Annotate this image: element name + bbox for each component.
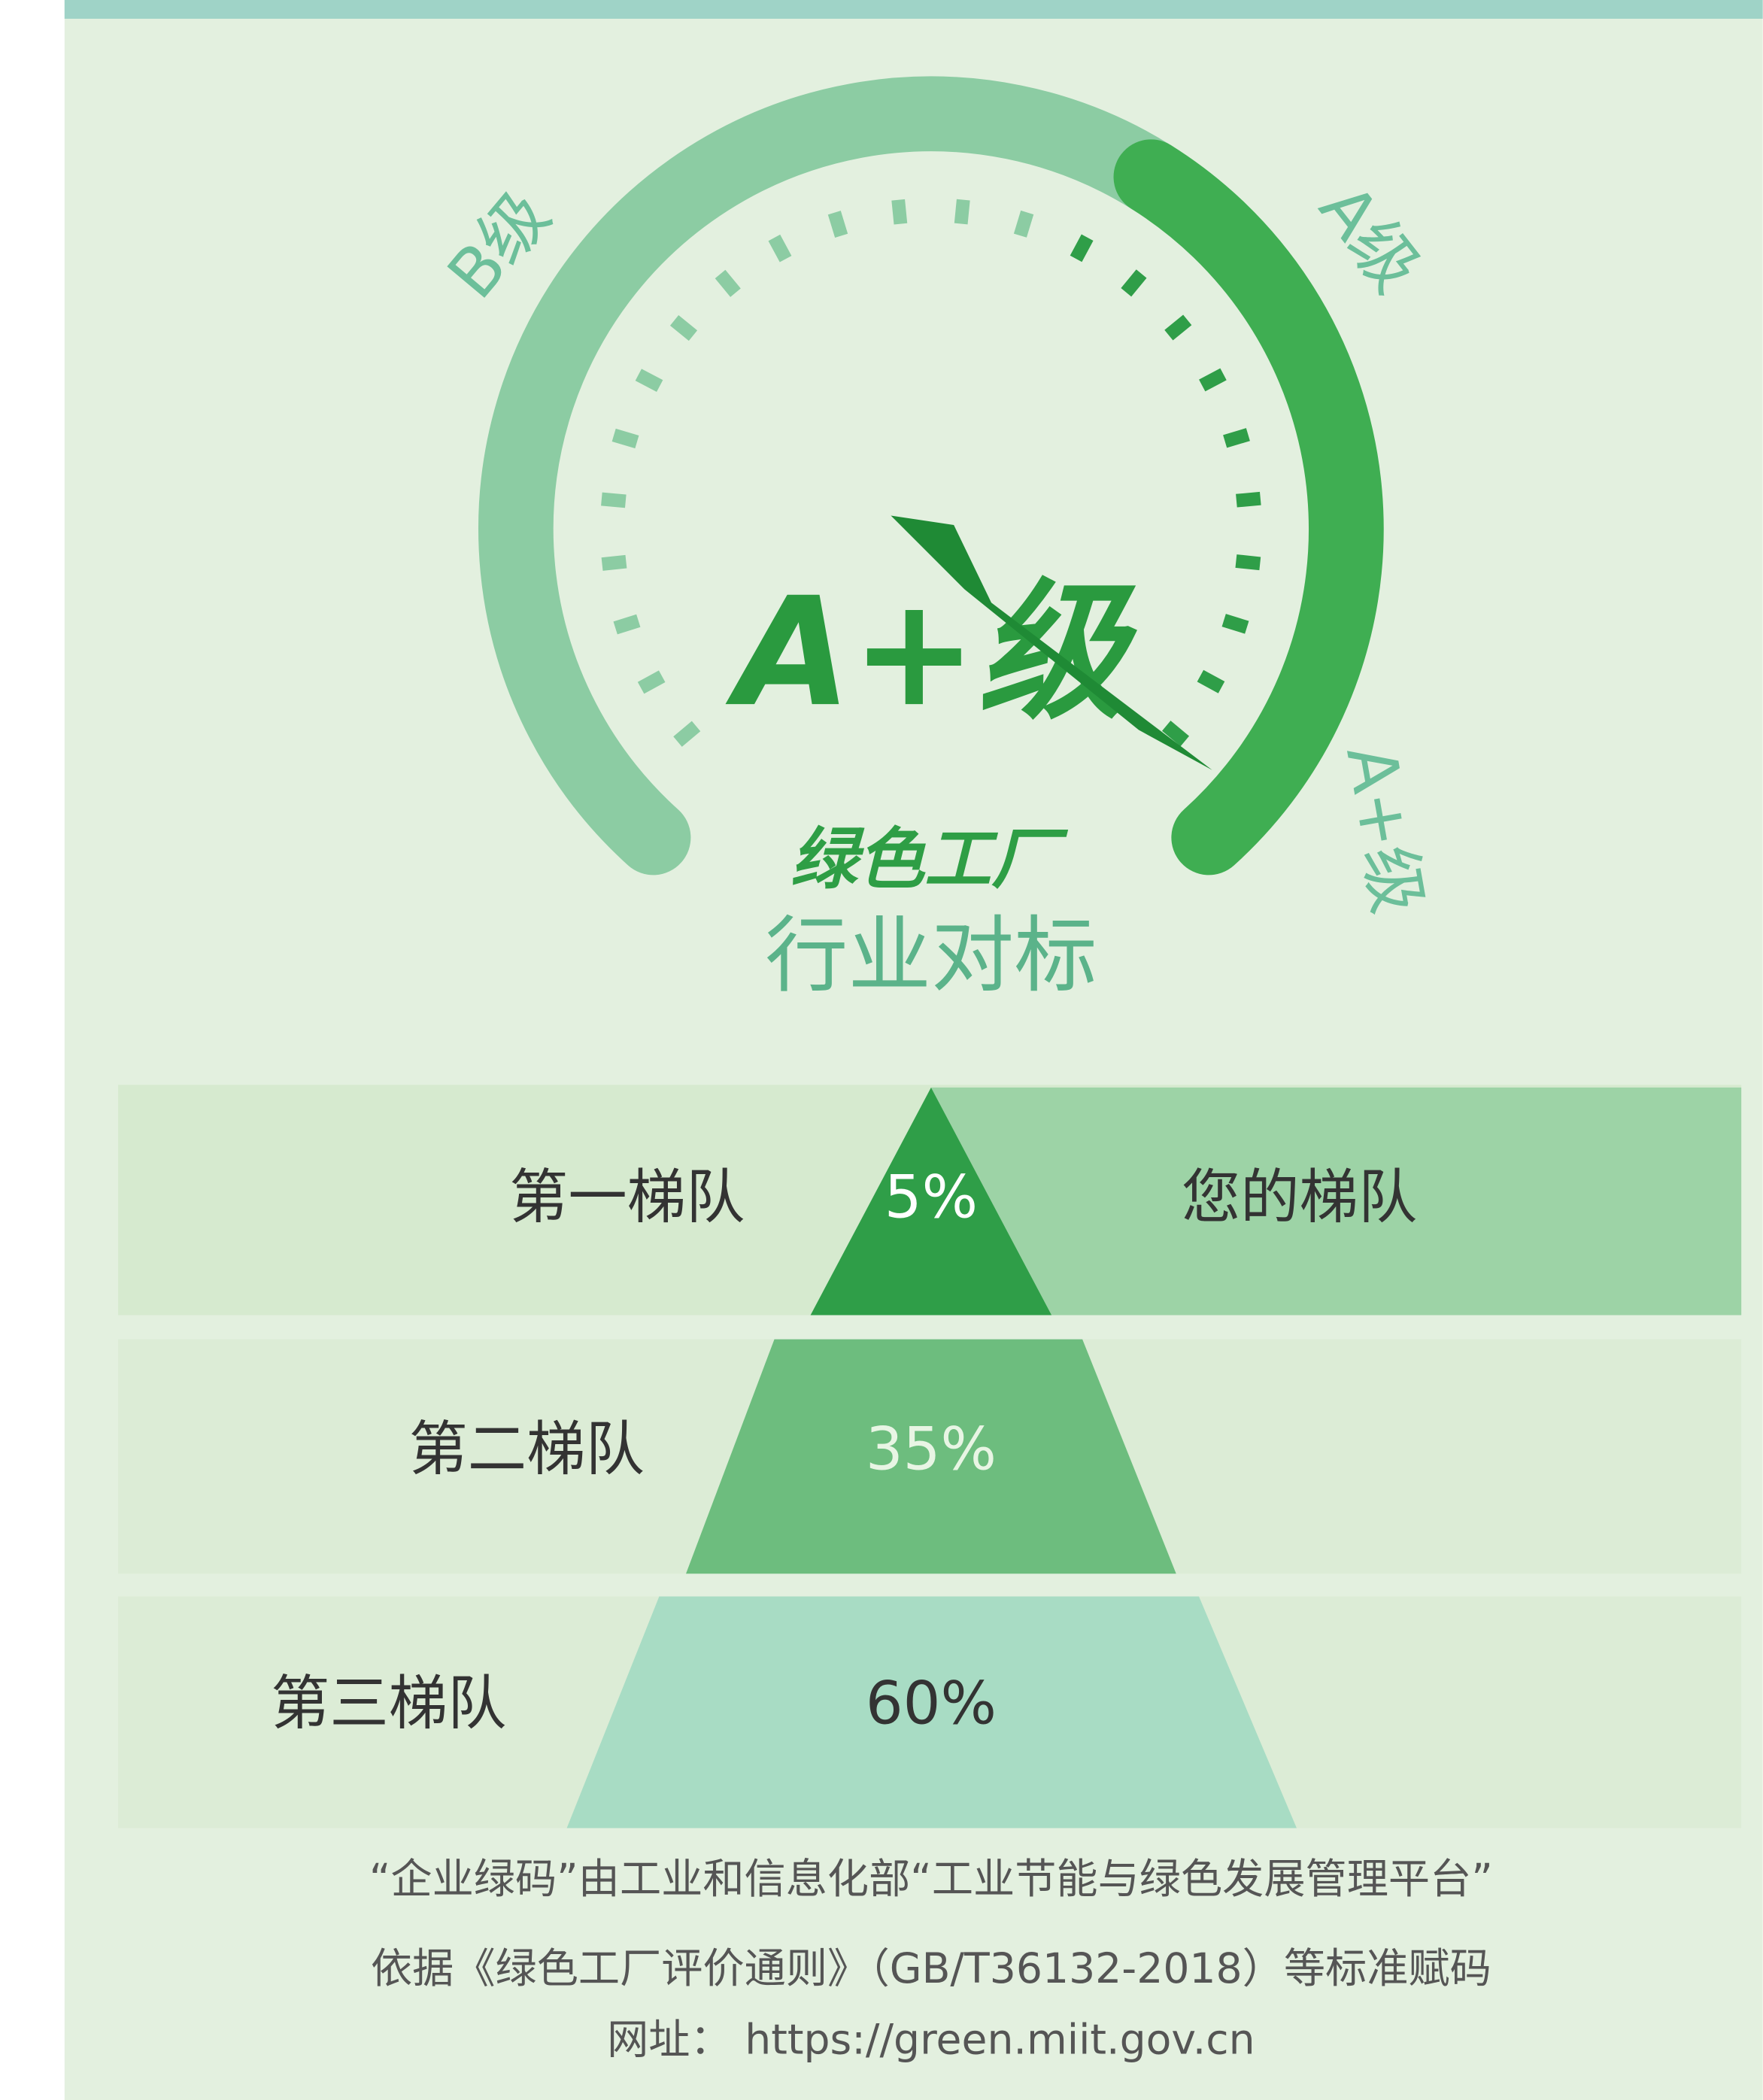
footer-line: 网址： https://green.miit.gov.cn [607, 2017, 1255, 2065]
tick [1197, 669, 1225, 693]
tick [1236, 491, 1261, 508]
tick [1161, 721, 1190, 747]
tick [1121, 269, 1147, 297]
grade: A+级 [725, 566, 1137, 740]
tier-name: 第二梯队 [408, 1415, 644, 1483]
your-tier-band [930, 1087, 1742, 1316]
needle [891, 515, 1212, 770]
top-band [64, 0, 1763, 19]
tick [1235, 554, 1261, 571]
tick [611, 428, 639, 449]
tick [768, 234, 792, 262]
tick [1221, 614, 1249, 634]
tick [1070, 234, 1094, 262]
pyramid: 第一梯队 5% 您的梯队 第二梯队 35% 第三梯队 60% [118, 1085, 1742, 1828]
tier-name: 第一梯队 [509, 1164, 745, 1232]
tick [715, 269, 741, 297]
gauge: B级 A级 A+级 A+级 绿色工厂 行业对标 [432, 76, 1438, 1005]
tick [601, 554, 627, 571]
tick [1223, 428, 1250, 448]
tick [1199, 368, 1227, 392]
tier-share: 35% [866, 1415, 997, 1483]
tier-share: 60% [866, 1670, 997, 1738]
tick [827, 211, 848, 238]
gauge-ticks [601, 199, 1261, 747]
gauge-arc-dark [1113, 139, 1384, 876]
tick [669, 315, 698, 341]
tick [637, 670, 666, 694]
tick [891, 199, 908, 225]
tier-name: 第三梯队 [271, 1670, 506, 1738]
tick [1013, 210, 1034, 238]
tick [601, 492, 627, 508]
tick [1164, 314, 1192, 341]
tick [954, 199, 970, 225]
tier-shape [566, 1596, 1297, 1828]
gauge-arc-light [478, 76, 1189, 876]
tier-share: 5% [885, 1164, 978, 1232]
title: 行业对标 [765, 909, 1097, 1005]
tier-note: 您的梯队 [1182, 1164, 1417, 1232]
tick [673, 721, 701, 747]
tier-shape [810, 1087, 1052, 1316]
tier-shape [686, 1339, 1176, 1574]
tick [635, 369, 663, 393]
tick [613, 614, 641, 635]
footer-line: “企业绿码”由工业和信息化部“工业节能与绿色发展管理平台” [369, 1856, 1493, 1904]
footer-line: 依据《绿色工厂评价通则》（GB/T36132-2018）等标准赋码 [371, 1945, 1491, 1993]
subtitle: 绿色工厂 [790, 820, 1069, 898]
